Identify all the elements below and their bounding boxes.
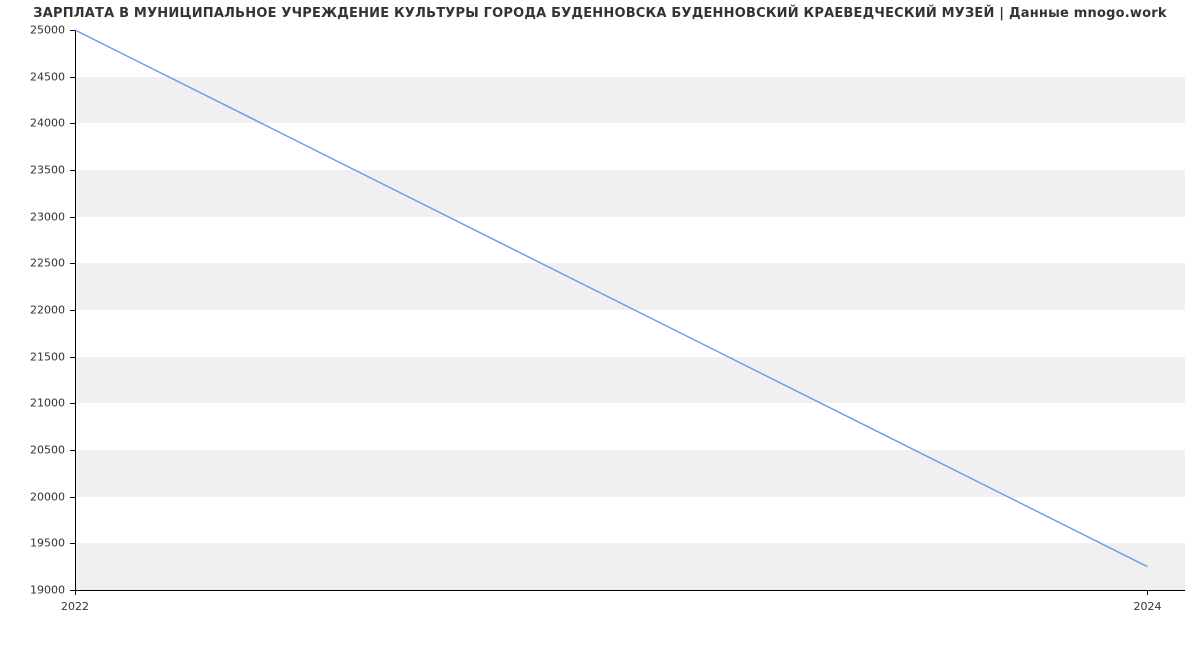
plot-area: 1900019500200002050021000215002200022500… [75,30,1185,590]
x-tick-mark [75,590,76,595]
y-tick-label: 20500 [5,444,65,457]
y-tick-label: 24000 [5,117,65,130]
y-tick-label: 24500 [5,70,65,83]
series-line-salary [75,30,1147,567]
x-tick-mark [1147,590,1148,595]
y-tick-label: 19000 [5,584,65,597]
line-layer [75,30,1185,590]
y-tick-label: 22000 [5,304,65,317]
y-tick-label: 23500 [5,164,65,177]
y-tick-label: 19500 [5,537,65,550]
y-tick-label: 21500 [5,350,65,363]
y-tick-label: 25000 [5,24,65,37]
chart-title: ЗАРПЛАТА В МУНИЦИПАЛЬНОЕ УЧРЕЖДЕНИЕ КУЛЬ… [0,6,1200,21]
y-tick-label: 23000 [5,210,65,223]
y-tick-label: 21000 [5,397,65,410]
y-tick-label: 20000 [5,490,65,503]
y-tick-label: 22500 [5,257,65,270]
chart-container: ЗАРПЛАТА В МУНИЦИПАЛЬНОЕ УЧРЕЖДЕНИЕ КУЛЬ… [0,0,1200,650]
x-tick-label: 2022 [61,600,89,613]
x-tick-label: 2024 [1133,600,1161,613]
x-axis-line [75,590,1185,591]
